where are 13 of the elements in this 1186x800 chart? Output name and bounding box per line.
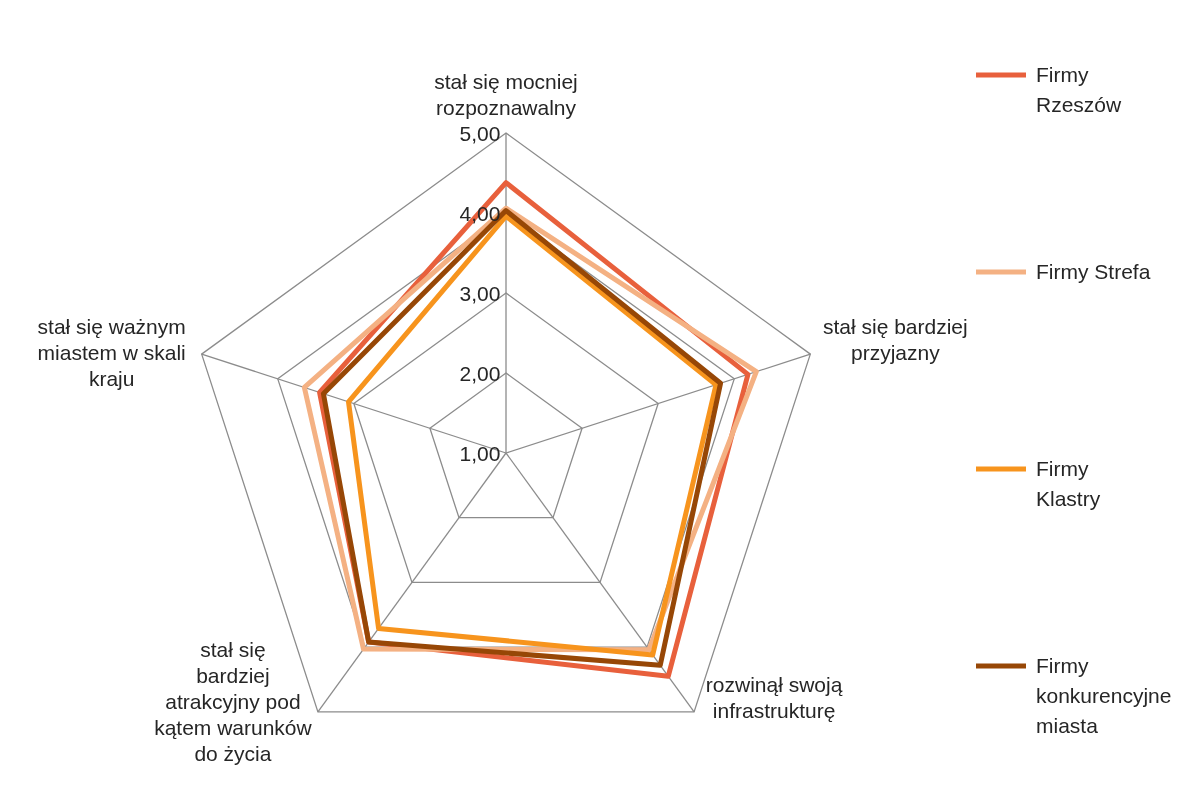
legend-label: Firmy Klastry	[1036, 457, 1101, 510]
spoke-label: stał się mocniej rozpoznawalny	[434, 70, 578, 119]
spoke-label: stał się bardziej przyjazny	[822, 315, 968, 365]
y-tick-label: 3,00	[459, 282, 501, 305]
y-tick-label: 5,00	[459, 122, 501, 145]
spoke-label: rozwinął swoją infrastrukturę	[705, 672, 843, 722]
y-tick-label: 1,00	[459, 442, 501, 465]
spoke-label: stał się bardziej atrakcyjny pod kątem warunków do życia	[154, 637, 313, 765]
legend-label: Firmy konkurencyjne miasta	[1036, 654, 1172, 737]
legend-label: Firmy Rzeszów	[1036, 63, 1123, 116]
spoke-label: stał się ważnym miastem w skali kraju	[37, 315, 186, 391]
y-tick-label: 2,00	[459, 362, 501, 385]
legend-label: Firmy Strefa	[1036, 260, 1151, 283]
